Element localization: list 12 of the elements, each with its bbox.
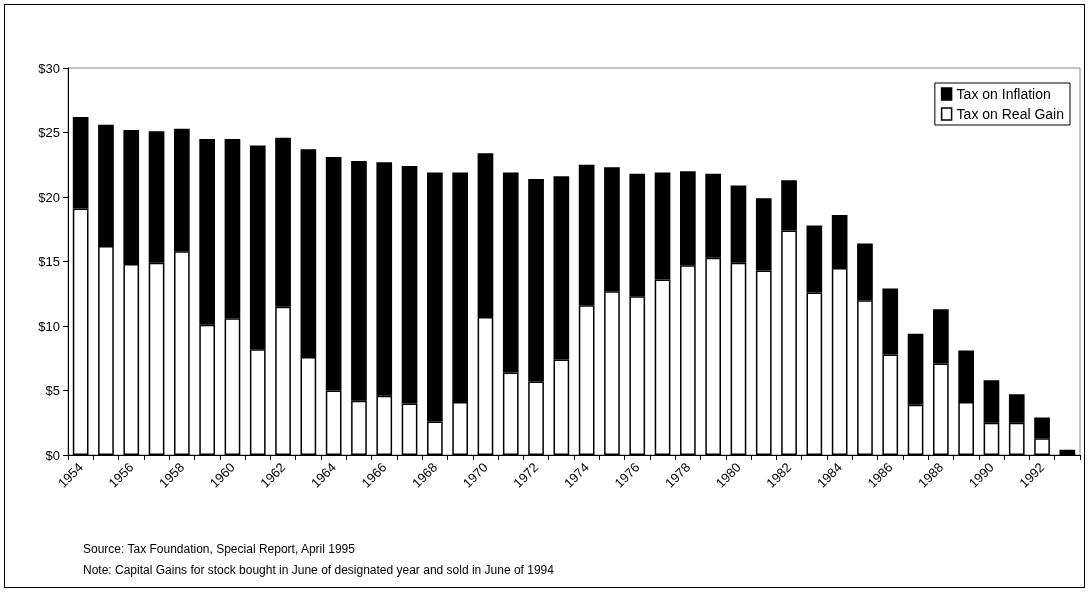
y-tick-label: $30 — [38, 60, 60, 76]
y-tick-label: $0 — [45, 447, 60, 463]
y-tick-label: $20 — [38, 189, 60, 205]
y-tick-label: $5 — [45, 383, 60, 398]
text: Note: Capital Gains for stock bought in June of designated year and sold in June of 1994 — [83, 563, 555, 577]
source-note: Source: Tax Foundation, Special Report, April 1995 — [83, 542, 356, 556]
y-tick-label: $10 — [38, 318, 60, 334]
bar — [1059, 449, 1076, 455]
y-tick-label: $25 — [38, 125, 60, 140]
legend-label: Tax on Real Gain — [956, 106, 1065, 122]
y-tick-label: $15 — [38, 254, 60, 269]
legend-label: Tax on Inflation — [956, 86, 1051, 102]
